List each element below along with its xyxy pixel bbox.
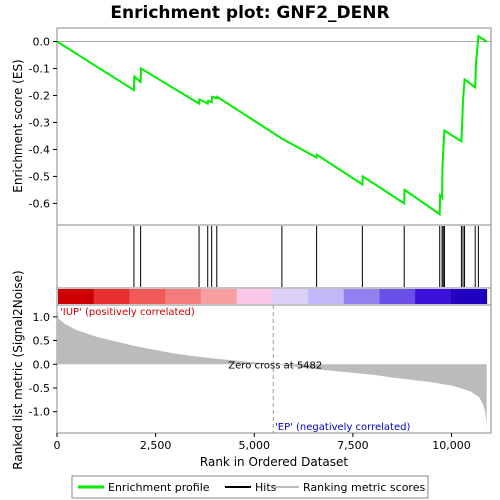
es-plot-frame [56,27,492,226]
zero-cross-label: Zero cross at 5482 [228,360,322,371]
es-y-tick-label: -0.6 [29,197,50,210]
es-y-tick-label: -0.3 [29,116,50,129]
positive-label: 'IUP' (positively correlated) [60,307,195,318]
x-tick-label: 2,500 [140,439,172,452]
es-y-tick-label: -0.1 [29,62,50,75]
metric-panel: 1.0 0.5 0.0 -0.5 -1.0 Zero cross at 5482 'IU… [11,270,492,470]
negative-label: 'EP' (negatively correlated) [275,422,410,433]
es-y-tick-label: -0.2 [29,89,50,102]
metric-y-label: Ranked list metric (Signal2Noise) [11,270,25,469]
metric-y-tick-label: 0.5 [33,335,51,348]
metric-y-axis: 1.0 0.5 0.0 -0.5 -1.0 [29,311,57,419]
heatmap-band [236,289,273,304]
metric-y-tick-label: -1.0 [29,406,50,419]
es-y-axis: 0.0 -0.1 -0.2 -0.3 -0.4 -0.5 -0.6 [29,35,57,210]
hits-panel [56,224,492,289]
metric-y-tick-label: -0.5 [29,382,50,395]
heatmap-band [272,289,309,304]
heatmap-band [415,289,452,304]
x-tick-label: 0 [54,439,61,452]
x-tick-label: 10,000 [432,439,471,452]
es-y-tick-label: 0.0 [33,35,51,48]
es-y-label: Enrichment score (ES) [11,59,25,192]
es-y-tick-label: -0.4 [29,143,50,156]
es-profile-line [56,34,488,217]
heatmap-band [450,289,488,304]
hits-frame [56,224,492,289]
legend: Enrichment profile Hits Ranking metric s… [71,475,429,499]
es-panel: 0.0 -0.1 -0.2 -0.3 -0.4 -0.5 -0.6 Enrichment s… [11,27,492,226]
legend-ranking-metric: Ranking metric scores [303,481,425,494]
x-axis-label: Rank in Ordered Dataset [200,455,348,469]
hit-lines [133,226,479,287]
legend-enrichment-profile: Enrichment profile [108,481,210,494]
heatmap-band [379,289,416,304]
heatmap-band [165,289,202,304]
x-tick-label: 7,500 [337,439,369,452]
heatmap-panel [56,287,492,306]
metric-y-tick-label: 1.0 [33,311,51,324]
heatmap-band [343,289,380,304]
heatmap-band [129,289,166,304]
heatmap-band [93,289,130,304]
x-tick-label: 5,000 [239,439,271,452]
legend-hits: Hits [255,481,277,494]
heatmap-band [308,289,345,304]
x-axis: 0 2,500 5,000 7,500 10,000 [54,433,471,452]
heatmap-band [58,289,95,304]
es-y-tick-label: -0.5 [29,170,50,183]
heatmap-band [200,289,238,304]
metric-area [57,307,487,430]
heatmap-bands [58,289,488,304]
chart-title: Enrichment plot: GNF2_DENR [110,3,389,23]
metric-y-tick-label: 0.0 [33,358,51,371]
